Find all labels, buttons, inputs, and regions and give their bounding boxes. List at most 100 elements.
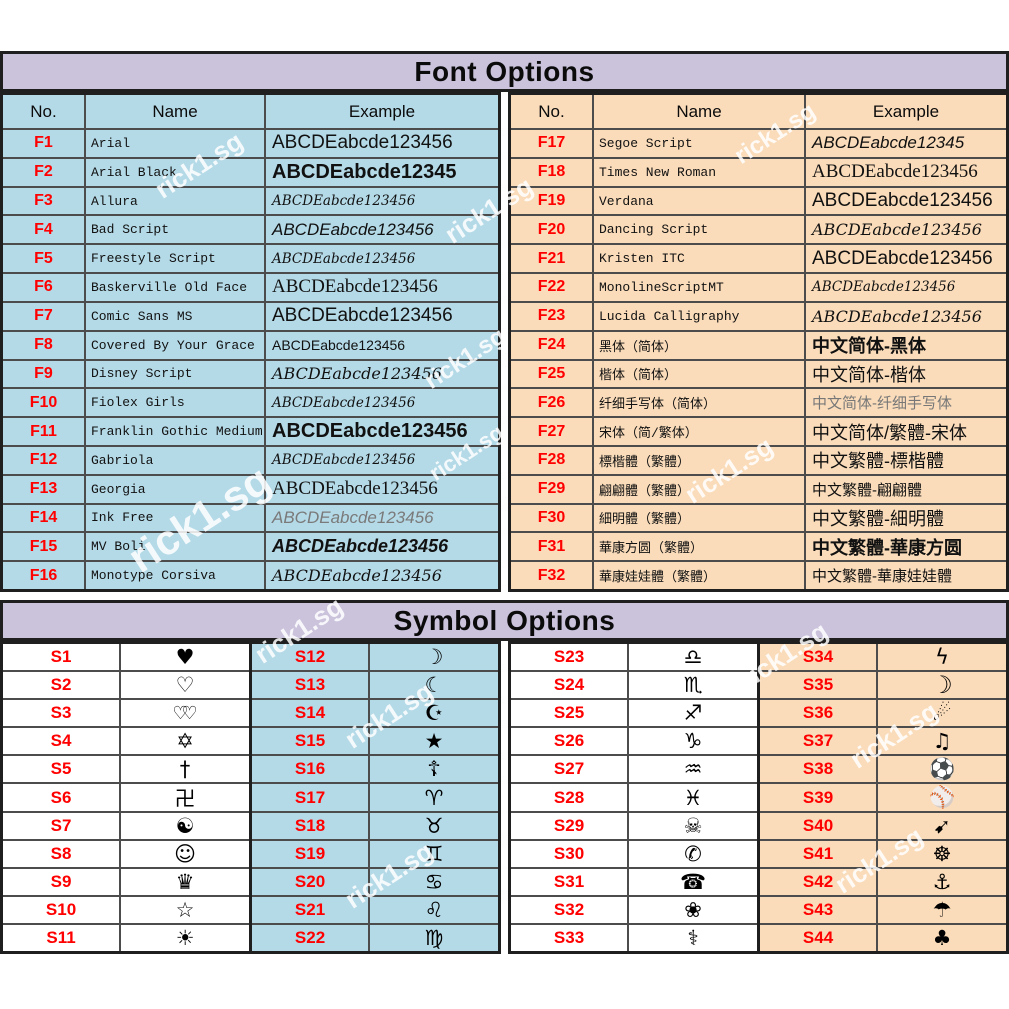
font-row-example: ABCDEabcde123456 (272, 478, 438, 500)
symbol-row: S13 ☾ (252, 672, 498, 701)
font-row-name: Times New Roman (594, 158, 806, 186)
font-row-example: 中文繁體-華康方圆 (812, 537, 962, 558)
leo-icon: ♌ (424, 897, 444, 922)
font-row-example: ABCDEabcde123456 (272, 507, 434, 527)
symbol-number: S9 (3, 868, 122, 895)
font-row-name: 黑体（简体） (594, 331, 806, 359)
font-row: F17 Segoe Script ABCDEabcde12345 (511, 130, 1006, 159)
font-row-number: F13 (3, 475, 86, 503)
aries-icon: ♈ (424, 785, 444, 810)
font-row-number: F19 (511, 187, 594, 215)
symbol-number: S33 (511, 924, 630, 952)
symbol-row: S32 ❀ (511, 896, 757, 925)
symbol-row: S20 ♋ (252, 868, 498, 897)
font-row-example: 中文简体/繁體-宋体 (812, 422, 967, 443)
symbol-row: S18 ♉ (252, 812, 498, 841)
font-row-name: 細明體（繁體） (594, 504, 806, 532)
header-no: No. (3, 95, 86, 128)
font-row: F12 Gabriola ABCDEabcde123456 (3, 446, 498, 476)
smiley-face-icon: ☺ (174, 841, 196, 866)
font-row-number: F21 (511, 245, 594, 273)
symbol-row: S34 ϟ (760, 644, 1006, 673)
font-options-title-bar: Font Options (0, 51, 1009, 92)
symbol-number: S12 (252, 644, 371, 671)
symbol-number: S41 (760, 840, 879, 867)
font-row-example: ABCDEabcde123456 (812, 247, 993, 269)
black-telephone-icon: ☎ (679, 869, 707, 894)
font-row-example: ABCDEabcde123456 (272, 219, 434, 239)
black-heart-icon: ♥ (175, 645, 195, 670)
font-row-name: Lucida Calligraphy (594, 302, 806, 330)
font-row-number: F3 (3, 187, 86, 215)
symbol-row: S16 ☦ (252, 756, 498, 785)
symbol-number: S30 (511, 840, 630, 867)
symbol-number: S3 (3, 700, 122, 727)
font-row-name: Franklin Gothic Medium (86, 418, 266, 445)
symbol-number: S42 (760, 868, 879, 895)
soccer-ball-icon: ⚽ (928, 756, 956, 781)
cross-icon: † (179, 757, 191, 782)
symbol-number: S25 (511, 700, 630, 727)
sagittarius-icon: ♐ (683, 701, 703, 726)
font-row-number: F12 (3, 446, 86, 474)
font-row: F6 Baskerville Old Face ABCDEabcde123456 (3, 274, 498, 303)
font-row-example: ABCDEabcde123456 (272, 250, 416, 267)
symbol-row: S44 ♣ (760, 924, 1006, 952)
symbol-row: S19 ♊ (252, 840, 498, 869)
font-options-title: Font Options (414, 55, 595, 87)
symbol-options-table: S1 ♥ S2 ♡ S3 ♡♡ S4 ✡ S5 † S6 卍 S7 ☯ S8 ☺ S9 ♛ S10 ☆ S11 ☀ S12… (0, 641, 1009, 954)
symbol-row: S7 ☯ (3, 812, 249, 841)
font-row: F2 Arial Black ABCDEabcde12345 (3, 158, 498, 188)
symbol-number: S21 (252, 896, 371, 923)
font-row-name: 楷体（简体） (594, 360, 806, 388)
ship-helm-wheel-icon: ☸ (932, 841, 952, 866)
cancer-icon: ♋ (424, 869, 444, 894)
font-row-name: Allura (86, 187, 266, 215)
symbol-row: S24 ♏ (511, 672, 757, 701)
symbol-row: S11 ☀ (3, 924, 249, 952)
font-row-name: MV Boli (86, 533, 266, 561)
symbol-row: S29 ☠ (511, 812, 757, 841)
symbol-row: S31 ☎ (511, 868, 757, 897)
symbol-number: S29 (511, 812, 630, 839)
symbol-number: S36 (760, 700, 879, 727)
orthodox-cross-icon: ☦ (427, 757, 441, 782)
font-row-number: F18 (511, 158, 594, 186)
font-row-name: 纤细手写体（简体） (594, 389, 806, 417)
font-row-example: ABCDEabcde123456 (812, 220, 982, 240)
font-row: F24 黑体（简体） 中文简体-黑体 (511, 331, 1006, 361)
symbol-number: S28 (511, 784, 630, 811)
font-row-name: Segoe Script (594, 130, 806, 157)
symbol-group-2: S12 ☽ S13 ☾ S14 ☪ S15 ★ S16 ☦ S17 ♈ S18 ♉ S19 ♊ S20 ♋ S21 ♌… (249, 644, 498, 952)
font-row-name: Georgia (86, 475, 266, 503)
symbol-number: S44 (760, 924, 879, 952)
symbol-number: S14 (252, 700, 371, 727)
font-row-example: ABCDEabcde123456 (272, 394, 416, 411)
symbol-number: S7 (3, 812, 122, 839)
symbol-number: S40 (760, 812, 879, 839)
font-row-number: F22 (511, 274, 594, 301)
font-row-number: F14 (3, 504, 86, 532)
symbol-number: S8 (3, 840, 122, 867)
anchor-icon: ⚓ (932, 869, 952, 894)
font-row-example: ABCDEabcde123456 (272, 452, 416, 469)
font-row-example: ABCDEabcde123456 (812, 279, 956, 296)
symbol-row: S5 † (3, 756, 249, 785)
header-no: No. (511, 95, 594, 128)
first-quarter-moon-icon: ☽ (424, 645, 444, 670)
font-row-name: Covered By Your Grace (86, 331, 266, 359)
font-row-number: F4 (3, 216, 86, 244)
symbol-row: S43 ☂ (760, 896, 1006, 925)
symbol-number: S15 (252, 728, 371, 755)
font-table-right-body: F17 Segoe Script ABCDEabcde12345 F18 Times N… (511, 130, 1006, 589)
symbol-number: S5 (3, 756, 122, 783)
font-row-example: ABCDEabcde123456 (272, 132, 453, 154)
font-row-number: F32 (511, 562, 594, 589)
star-of-david-icon: ✡ (176, 729, 194, 754)
swastika-icon: 卍 (174, 786, 196, 811)
symbol-row: S42 ⚓ (760, 868, 1006, 897)
aquarius-icon: ♒ (683, 757, 703, 782)
pisces-icon: ♓ (683, 785, 703, 810)
symbol-row: S27 ♒ (511, 756, 757, 785)
font-row-name: Kristen ITC (594, 245, 806, 273)
